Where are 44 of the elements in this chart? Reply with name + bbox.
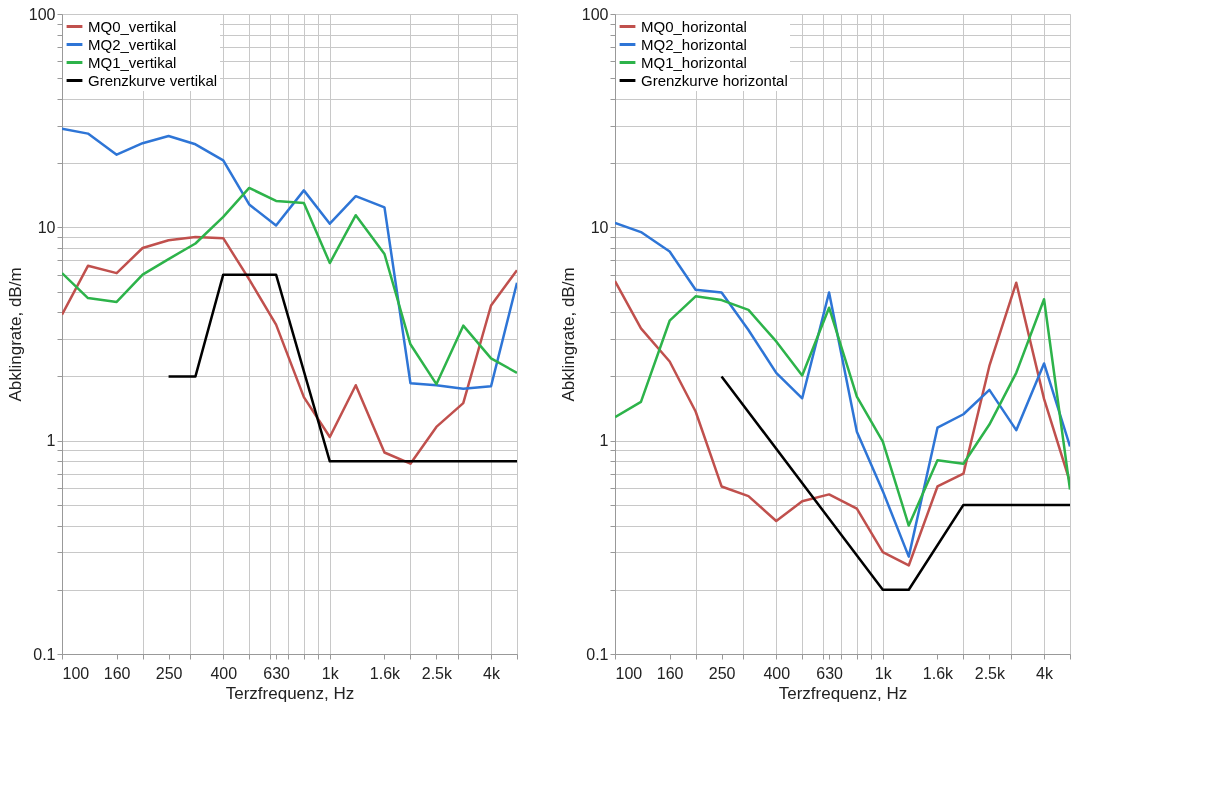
x-tick-label: 2.5k bbox=[421, 664, 453, 682]
legend-label: MQ2_horizontal bbox=[641, 35, 747, 53]
y-axis-title: Abklingrate, dB/m bbox=[558, 267, 578, 402]
line-series bbox=[62, 235, 517, 465]
x-tick-label: 250 bbox=[708, 664, 736, 682]
line-series bbox=[615, 279, 1070, 567]
x-tick-label: 160 bbox=[103, 664, 131, 682]
x-axis-title: Terzfrequenz, Hz bbox=[778, 683, 908, 703]
x-tick-label: 1k bbox=[874, 664, 893, 682]
line-series bbox=[615, 221, 1070, 558]
x-tick-label: 100 bbox=[62, 664, 90, 682]
x-tick-label: 4k bbox=[1036, 664, 1054, 682]
x-tick-label: 630 bbox=[263, 664, 291, 682]
legend-label: Grenzkurve horizontal bbox=[641, 71, 788, 89]
legend-label: MQ0_vertikal bbox=[88, 17, 177, 35]
y-tick-label: 0.1 bbox=[33, 645, 56, 663]
y-tick-label: 100 bbox=[581, 5, 609, 23]
y-tick-label: 10 bbox=[590, 218, 609, 236]
x-tick-label: 1k bbox=[321, 664, 340, 682]
line-series bbox=[615, 295, 1070, 527]
y-axis-title: Abklingrate, dB/m bbox=[5, 267, 25, 402]
x-tick-label: 2.5k bbox=[974, 664, 1006, 682]
y-tick-label: 1 bbox=[46, 432, 56, 450]
y-tick-label: 1 bbox=[599, 432, 609, 450]
x-tick-label: 250 bbox=[155, 664, 183, 682]
y-tick-label: 10 bbox=[37, 218, 56, 236]
x-tick-label: 4k bbox=[483, 664, 501, 682]
legend-label: MQ1_vertikal bbox=[88, 53, 177, 71]
x-tick-label: 400 bbox=[763, 664, 791, 682]
x-tick-label: 100 bbox=[615, 664, 643, 682]
x-tick-label: 160 bbox=[656, 664, 684, 682]
x-tick-label: 1.6k bbox=[922, 664, 955, 682]
legend-label: Grenzkurve vertikal bbox=[88, 71, 218, 89]
line-series bbox=[62, 186, 517, 386]
x-tick-label: 630 bbox=[816, 664, 844, 682]
x-tick-label: 400 bbox=[210, 664, 238, 682]
x-tick-label: 1.6k bbox=[369, 664, 402, 682]
legend-label: MQ2_vertikal bbox=[88, 35, 177, 53]
y-tick-label: 100 bbox=[28, 5, 56, 23]
x-axis-title: Terzfrequenz, Hz bbox=[225, 683, 355, 703]
legend-label: MQ0_horizontal bbox=[641, 17, 747, 35]
legend-label: MQ1_horizontal bbox=[641, 53, 747, 71]
line-series bbox=[62, 127, 517, 391]
y-tick-label: 0.1 bbox=[586, 645, 609, 663]
